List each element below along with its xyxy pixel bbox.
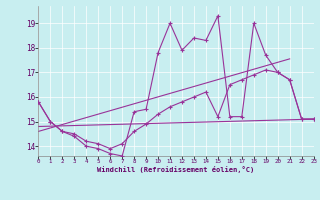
X-axis label: Windchill (Refroidissement éolien,°C): Windchill (Refroidissement éolien,°C): [97, 166, 255, 173]
